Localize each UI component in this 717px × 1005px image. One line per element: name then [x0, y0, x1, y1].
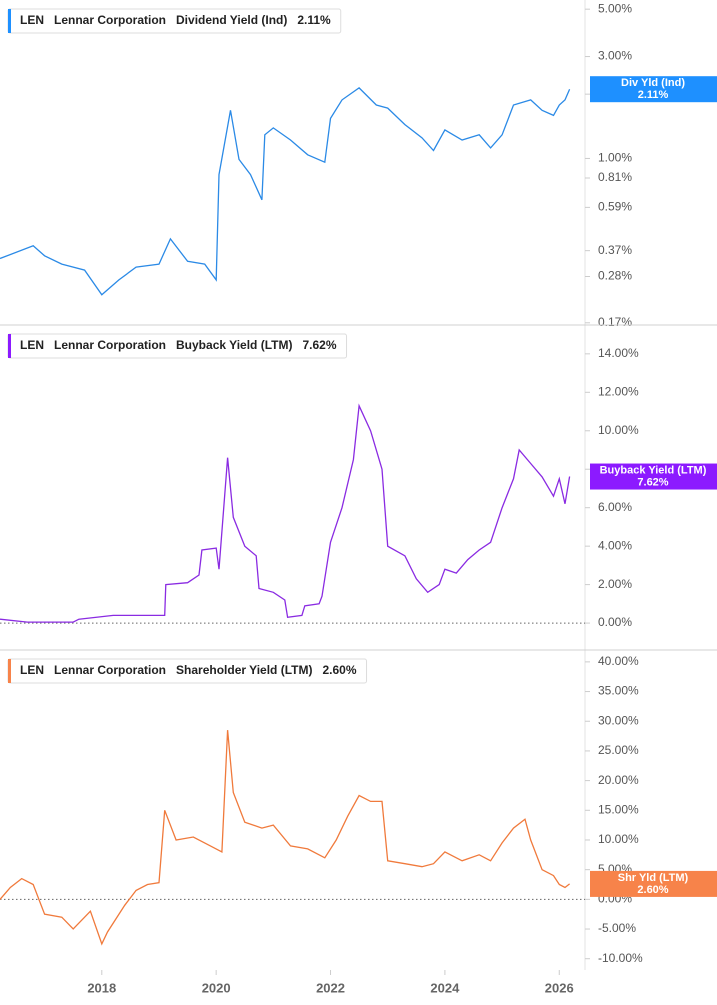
y-tick-label: 10.00%	[598, 832, 639, 846]
y-tick-label: -10.00%	[598, 951, 643, 965]
y-tick-label: 1.00%	[598, 151, 632, 165]
y-tick-label: 3.00%	[598, 49, 632, 63]
series-line	[0, 730, 571, 946]
legend-value: 2.11%	[297, 13, 331, 27]
y-tick-label: 40.00%	[598, 654, 639, 668]
y-tick-label: 4.00%	[598, 538, 632, 552]
value-badge	[590, 76, 717, 103]
badge-value: 2.60%	[637, 884, 668, 896]
legend-ticker: LEN	[20, 663, 44, 677]
x-tick-label: 2026	[545, 980, 574, 995]
legend-company: Lennar Corporation	[54, 663, 166, 677]
badge-title: Buyback Yield (LTM)	[600, 464, 707, 476]
y-tick-label: 30.00%	[598, 713, 639, 727]
y-tick-label: 20.00%	[598, 773, 639, 787]
legend: LEN Lennar Corporation Shareholder Yield (…	[7, 658, 368, 684]
value-badge	[590, 870, 717, 897]
value-badge	[590, 463, 717, 490]
y-tick-label: 5.00%	[598, 1, 632, 15]
legend: LEN Lennar Corporation Dividend Yield (Ind…	[7, 8, 342, 34]
y-tick-label: 0.17%	[598, 315, 632, 329]
y-tick-label: 0.00%	[598, 615, 632, 629]
x-tick-label: 2022	[316, 980, 345, 995]
y-tick-label: 2.00%	[598, 577, 632, 591]
legend-value: 7.62%	[302, 338, 336, 352]
y-tick-label: 6.00%	[598, 500, 632, 514]
y-tick-label: 10.00%	[598, 423, 639, 437]
series-line	[0, 403, 571, 623]
legend-company: Lennar Corporation	[54, 338, 166, 352]
legend-value: 2.60%	[322, 663, 356, 677]
x-tick-label: 2020	[202, 980, 231, 995]
y-tick-label: 25.00%	[598, 743, 639, 757]
legend: LEN Lennar Corporation Buyback Yield (LTM)…	[7, 333, 348, 359]
badge-value: 2.11%	[638, 89, 669, 101]
legend-swatch	[8, 9, 11, 33]
y-tick-label: 0.81%	[598, 170, 632, 184]
y-tick-label: 0.28%	[598, 269, 632, 283]
series-line	[0, 87, 571, 296]
y-tick-label: -5.00%	[598, 921, 636, 935]
legend-series: Dividend Yield (Ind)	[176, 13, 287, 27]
badge-value: 7.62%	[637, 476, 668, 488]
x-tick-label: 2024	[430, 980, 460, 995]
legend-series: Buyback Yield (LTM)	[176, 338, 292, 352]
badge-title: Div Yld (Ind)	[621, 77, 685, 89]
y-tick-label: 15.00%	[598, 802, 639, 816]
legend-swatch	[8, 659, 11, 683]
legend-ticker: LEN	[20, 338, 44, 352]
y-tick-label: 35.00%	[598, 684, 639, 698]
x-tick-label: 2018	[87, 980, 116, 995]
legend-company: Lennar Corporation	[54, 13, 166, 27]
badge-title: Shr Yld (LTM)	[618, 872, 689, 884]
legend-series: Shareholder Yield (LTM)	[176, 663, 312, 677]
legend-swatch	[8, 334, 11, 358]
legend-ticker: LEN	[20, 13, 44, 27]
y-tick-label: 14.00%	[598, 346, 639, 360]
y-tick-label: 12.00%	[598, 384, 639, 398]
y-tick-label: 0.59%	[598, 200, 632, 214]
y-tick-label: 0.37%	[598, 243, 632, 257]
